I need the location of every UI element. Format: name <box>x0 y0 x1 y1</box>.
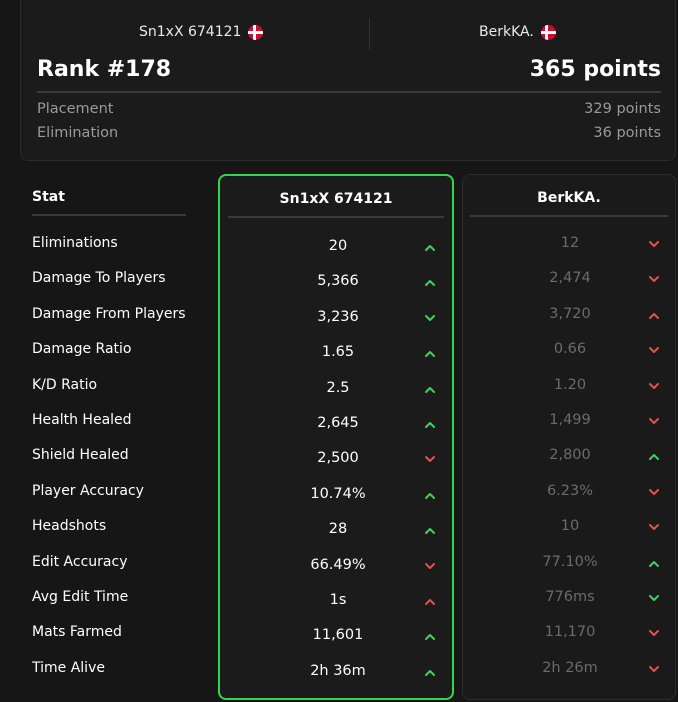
chevron-up-icon <box>424 668 436 676</box>
player1-stat-value: 1s <box>329 592 347 608</box>
player1-stat-value: 2h 36m <box>310 662 366 679</box>
player2-stat-value: 12 <box>560 235 580 251</box>
player2-stat-value: 11,170 <box>544 624 596 641</box>
stat-label: Damage Ratio <box>32 341 132 358</box>
player2-stat-value: 6.23% <box>546 482 594 499</box>
stat-label: Edit Accuracy <box>32 553 128 570</box>
stat-label: Headshots <box>32 518 107 535</box>
player1-stat-value: 10.74% <box>310 485 366 502</box>
divider <box>369 18 370 50</box>
divider <box>37 91 661 93</box>
player2-column: BerkKA. 12 2,474 3,720 0.66 1.20 1,499 2,800 6.… <box>462 174 676 700</box>
player1-header: Sn1xX 674121 <box>279 191 393 207</box>
player2-stat-value: 10 <box>560 518 580 535</box>
player1-stat-value: 28 <box>328 521 348 538</box>
chevron-down-icon <box>424 455 436 463</box>
total-points: 365 points <box>529 57 661 82</box>
chevron-up-icon <box>424 349 436 358</box>
elimination-points: 36 points <box>593 125 661 141</box>
player2-stat-value: 3,720 <box>549 305 591 322</box>
stat-header: Stat <box>32 189 65 205</box>
chevron-down-icon <box>424 562 436 570</box>
chevron-up-icon <box>424 420 436 428</box>
player1-column: Sn1xX 674121 20 5,366 3,236 1.65 2.5 2,645 2,5… <box>218 174 454 700</box>
divider <box>32 214 186 216</box>
player2-stat-value: 2,474 <box>549 270 591 287</box>
chevron-down-icon <box>648 594 660 602</box>
match-summary-card: Sn1xX 674121 BerkKA. Rank #178 365 point… <box>20 0 676 161</box>
players-row: Sn1xX 674121 BerkKA. <box>21 18 675 50</box>
player1-stat-value: 11,601 <box>312 627 364 644</box>
stat-label: Damage To Players <box>32 270 166 287</box>
player1-stat-value: 2.5 <box>326 379 350 396</box>
player2-stat-value: 1.20 <box>553 376 587 393</box>
stat-label: Avg Edit Time <box>32 589 129 605</box>
placement-label: Placement <box>37 101 114 117</box>
stat-label: Time Alive <box>32 659 105 676</box>
player1-stat-value: 20 <box>328 238 348 254</box>
stat-label: Player Accuracy <box>32 482 144 499</box>
elimination-row: Elimination 36 points <box>37 125 661 141</box>
stat-column: Stat Eliminations Damage To Players Damage… <box>20 174 208 700</box>
chevron-up-icon <box>424 278 436 287</box>
player1-stat-value: 3,236 <box>317 308 359 325</box>
placement-row: Placement 329 points <box>37 101 661 117</box>
chevron-down-icon <box>648 629 660 637</box>
player1-stat-value: 66.49% <box>310 556 366 573</box>
chevron-up-icon <box>648 311 660 319</box>
chevron-up-icon <box>424 597 436 605</box>
flag-denmark-icon <box>540 24 556 40</box>
chevron-down-icon <box>648 382 660 390</box>
chevron-down-icon <box>648 346 660 354</box>
chevron-down-icon <box>648 240 660 248</box>
chevron-up-icon <box>424 385 436 393</box>
divider <box>470 215 668 217</box>
chevron-down-icon <box>424 314 436 322</box>
chevron-down-icon <box>648 523 660 531</box>
player1-name[interactable]: Sn1xX 674121 <box>139 24 264 40</box>
chevron-down-icon <box>648 417 660 425</box>
chevron-down-icon <box>648 665 660 673</box>
chevron-up-icon <box>424 243 436 251</box>
player2-stat-value: 1,499 <box>549 412 591 428</box>
player2-stat-value: 77.10% <box>542 553 598 570</box>
divider <box>228 216 444 218</box>
chevron-up-icon <box>648 559 660 567</box>
chevron-up-icon <box>424 491 436 499</box>
player2-header: BerkKA. <box>537 190 601 206</box>
player2-stat-value: 776ms <box>545 589 595 605</box>
stat-label: Mats Farmed <box>32 624 122 641</box>
player2-stat-value: 0.66 <box>553 341 587 358</box>
player2-stat-value: 2,800 <box>549 447 591 464</box>
stat-label: Damage From Players <box>32 305 186 322</box>
stat-label: Health Healed <box>32 412 132 428</box>
chevron-up-icon <box>648 452 660 461</box>
chevron-down-icon <box>648 275 660 283</box>
chevron-up-icon <box>424 526 436 535</box>
placement-points: 329 points <box>584 101 661 117</box>
player2-name[interactable]: BerkKA. <box>479 24 556 40</box>
stat-label: K/D Ratio <box>32 376 98 393</box>
player1-stat-value: 2,645 <box>317 415 359 431</box>
player1-stat-value: 2,500 <box>317 450 359 467</box>
chevron-up-icon <box>424 632 436 641</box>
stat-label: Shield Healed <box>32 447 129 464</box>
player1-stat-value: 5,366 <box>317 273 359 290</box>
stat-label: Eliminations <box>32 235 118 251</box>
rank-label: Rank #178 <box>37 57 172 82</box>
flag-denmark-icon <box>248 24 264 40</box>
chevron-down-icon <box>648 488 660 496</box>
elimination-label: Elimination <box>37 125 119 141</box>
player1-stat-value: 1.65 <box>321 344 355 361</box>
player2-stat-value: 2h 26m <box>542 659 598 676</box>
